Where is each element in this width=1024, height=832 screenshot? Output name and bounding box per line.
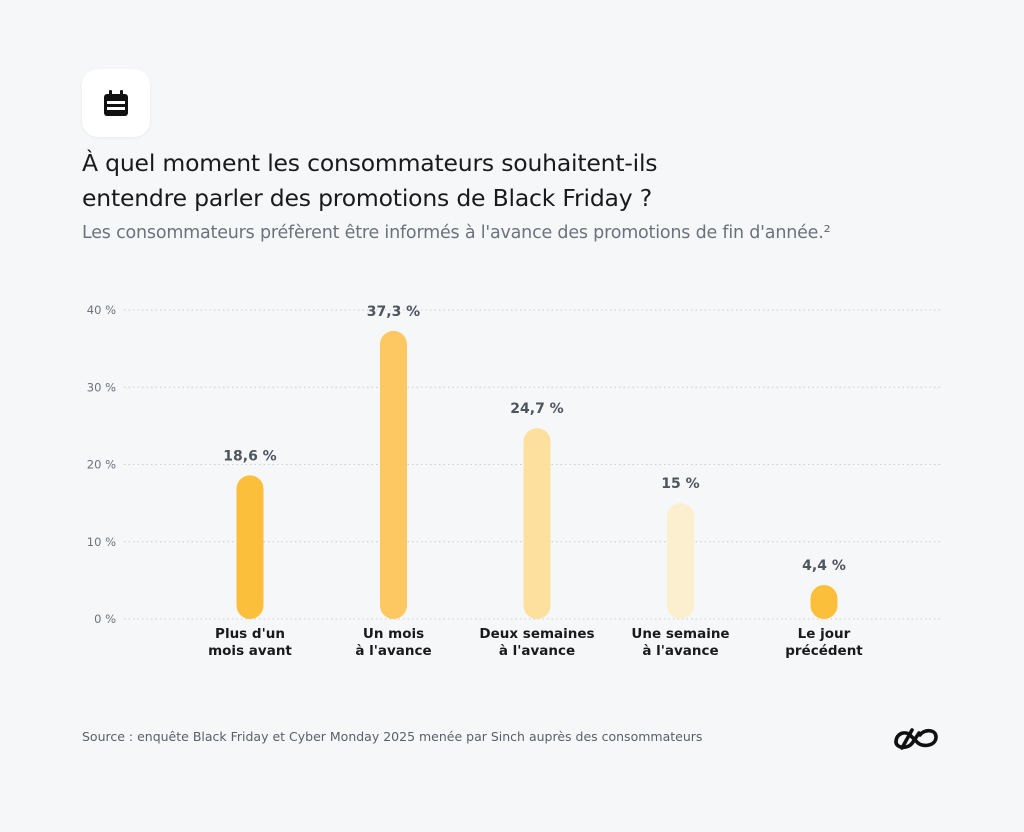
x-tick-label: Deux semaines bbox=[479, 626, 594, 642]
data-label: 15 % bbox=[661, 476, 699, 492]
y-tick-label: 10 % bbox=[87, 535, 116, 549]
data-label: 24,7 % bbox=[510, 401, 563, 417]
title-line-1: À quel moment les consommateurs souhaite… bbox=[82, 149, 658, 177]
bar bbox=[810, 585, 838, 619]
chart-subtitle: Les consommateurs préfèrent être informé… bbox=[82, 223, 831, 243]
y-tick-label: 20 % bbox=[87, 458, 116, 472]
chart-title: À quel moment les consommateurs souhaite… bbox=[82, 146, 942, 216]
calendar-icon-tile bbox=[82, 69, 150, 137]
x-tick-label: précédent bbox=[785, 643, 863, 659]
bar bbox=[236, 475, 264, 619]
x-tick-label: Plus d'un bbox=[215, 626, 285, 642]
sinch-logo-icon bbox=[894, 728, 938, 750]
x-tick-label: à l'avance bbox=[642, 643, 718, 659]
title-line-2: entendre parler des promotions de Black … bbox=[82, 184, 652, 212]
x-tick-label: Le jour bbox=[798, 626, 851, 642]
calendar-icon bbox=[104, 90, 128, 116]
bar bbox=[523, 428, 551, 619]
x-tick-label: à l'avance bbox=[355, 643, 431, 659]
data-label: 37,3 % bbox=[367, 304, 420, 320]
y-tick-label: 0 % bbox=[94, 612, 116, 626]
source-note: Source : enquête Black Friday et Cyber M… bbox=[82, 729, 703, 744]
y-tick-label: 40 % bbox=[87, 303, 116, 317]
bar bbox=[667, 503, 694, 619]
x-tick-label: à l'avance bbox=[499, 643, 575, 659]
x-tick-label: Une semaine bbox=[631, 626, 729, 642]
data-label: 18,6 % bbox=[223, 448, 276, 464]
x-tick-label: mois avant bbox=[208, 643, 292, 659]
x-tick-label: Un mois bbox=[363, 626, 424, 642]
y-tick-label: 30 % bbox=[87, 380, 116, 394]
bar bbox=[380, 330, 407, 619]
data-label: 4,4 % bbox=[802, 558, 846, 574]
